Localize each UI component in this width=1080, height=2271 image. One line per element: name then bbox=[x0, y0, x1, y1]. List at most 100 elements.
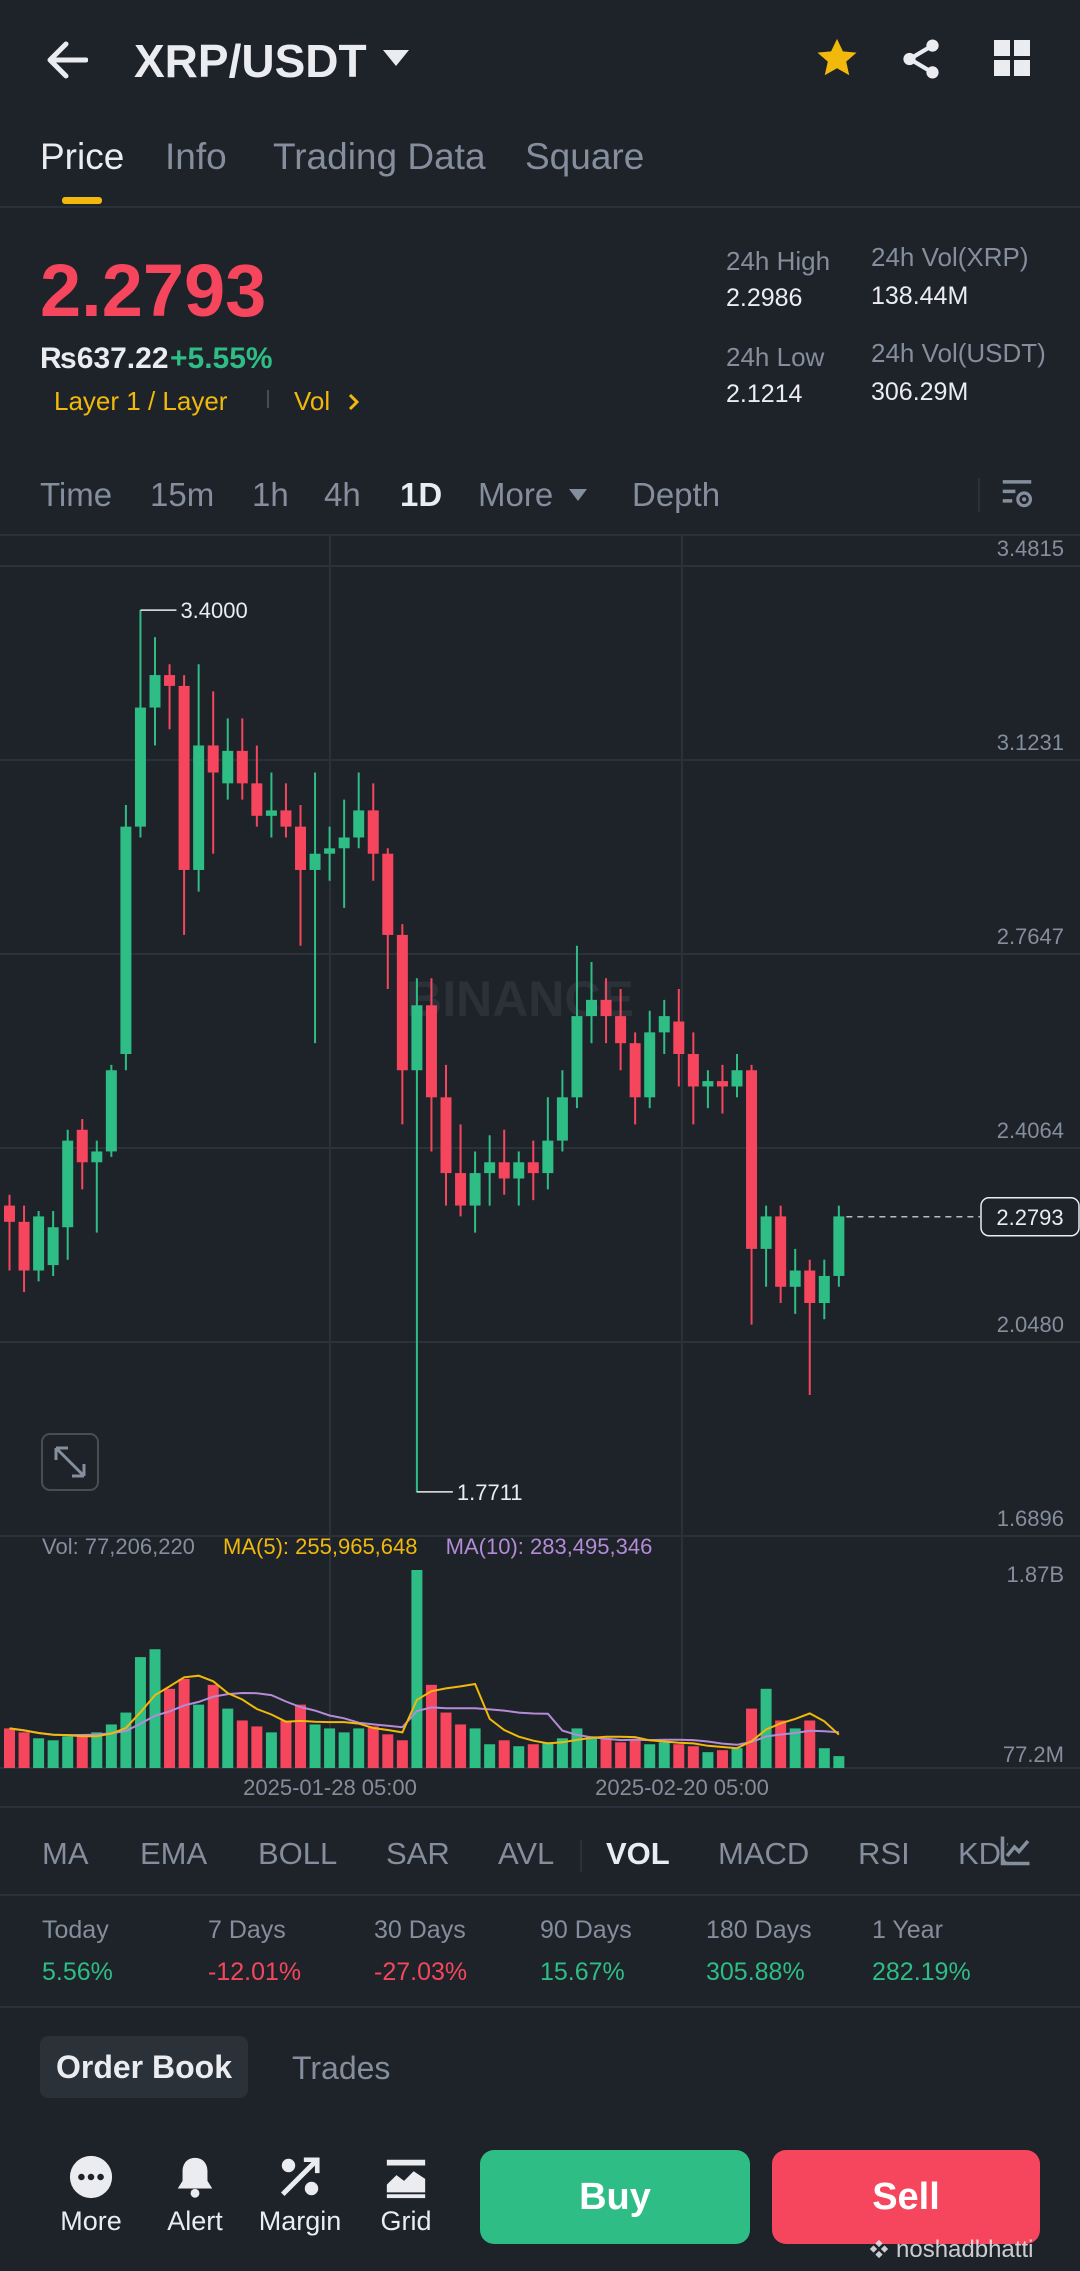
candle-body bbox=[178, 685, 190, 870]
margin-icon[interactable] bbox=[277, 2154, 323, 2200]
pair-title[interactable]: XRP/USDT bbox=[134, 35, 367, 87]
tab-price[interactable]: Price bbox=[40, 136, 125, 177]
candle bbox=[425, 978, 437, 1152]
indicator-avl[interactable]: AVL bbox=[498, 1836, 555, 1871]
candle bbox=[455, 1124, 467, 1217]
share-icon[interactable] bbox=[898, 36, 944, 82]
volume-bottom-tick: 77.2M bbox=[1003, 1742, 1064, 1767]
candle-body bbox=[629, 1043, 641, 1098]
interval-1d[interactable]: 1D bbox=[400, 476, 443, 513]
y-tick-label: 2.0480 bbox=[997, 1312, 1064, 1337]
interval-4h[interactable]: 4h bbox=[324, 476, 361, 513]
candle bbox=[498, 1129, 510, 1195]
ma5-line bbox=[9, 1674, 840, 1750]
tab-trades[interactable]: Trades bbox=[292, 2050, 391, 2086]
ma10-line bbox=[9, 1691, 839, 1746]
candle bbox=[527, 1140, 539, 1201]
indicator-settings-icon[interactable] bbox=[998, 1832, 1034, 1868]
indicator-boll[interactable]: BOLL bbox=[258, 1836, 338, 1871]
tab-order-book[interactable]: Order Book bbox=[40, 2036, 248, 2098]
star-icon[interactable] bbox=[814, 36, 860, 82]
dropdown-caret-icon[interactable] bbox=[381, 48, 411, 68]
margin-label[interactable]: Margin bbox=[258, 2206, 342, 2236]
toolbar-separator bbox=[978, 478, 980, 512]
indicator-rsi[interactable]: RSI bbox=[858, 1836, 910, 1871]
volume-bar bbox=[324, 1728, 336, 1768]
candle-body bbox=[469, 1173, 481, 1206]
indicator-macd[interactable]: MACD bbox=[718, 1836, 810, 1871]
indicator-kdj[interactable]: KDJ bbox=[958, 1836, 1008, 1871]
candle bbox=[716, 1064, 728, 1114]
candle bbox=[615, 989, 627, 1071]
candle bbox=[600, 978, 612, 1044]
candle bbox=[33, 1210, 45, 1282]
alert-label[interactable]: Alert bbox=[167, 2206, 223, 2236]
perf-label-today: Today bbox=[42, 1916, 109, 1944]
grid-label[interactable]: Grid bbox=[380, 2206, 432, 2236]
candle-body bbox=[207, 745, 219, 773]
tab-trading-data[interactable]: Trading Data bbox=[273, 136, 486, 177]
indicator-ma[interactable]: MA bbox=[42, 1836, 89, 1871]
candle bbox=[804, 1259, 816, 1396]
volume-bar bbox=[178, 1678, 190, 1768]
candle-body bbox=[353, 810, 365, 838]
chart-settings-icon[interactable] bbox=[998, 474, 1036, 512]
candle bbox=[338, 799, 350, 908]
volume-bar bbox=[556, 1738, 568, 1768]
candle-body bbox=[236, 750, 248, 784]
tab-info[interactable]: Info bbox=[165, 136, 227, 177]
candle-body bbox=[673, 1021, 685, 1055]
vol-tag[interactable]: Vol bbox=[294, 386, 361, 417]
perf-label-7d: 7 Days bbox=[208, 1916, 286, 1944]
perf-value-1y: 282.19% bbox=[872, 1958, 971, 1986]
category-tag[interactable]: Layer 1 / Layer bbox=[54, 386, 228, 416]
interval-time[interactable]: Time bbox=[40, 476, 113, 513]
interval-1h[interactable]: 1h bbox=[252, 476, 289, 513]
candle-body bbox=[658, 1016, 670, 1033]
bell-icon[interactable] bbox=[172, 2154, 218, 2200]
volume-bar bbox=[702, 1752, 714, 1768]
candle-body bbox=[149, 675, 161, 708]
high-marker-label: 3.4000 bbox=[180, 598, 247, 623]
grid-bot-icon[interactable] bbox=[383, 2154, 429, 2200]
interval-more[interactable]: More bbox=[478, 476, 588, 514]
volume-bar bbox=[746, 1708, 758, 1768]
sell-button[interactable]: Sell bbox=[772, 2150, 1040, 2244]
candle bbox=[324, 826, 336, 881]
candle bbox=[658, 999, 670, 1055]
buy-button[interactable]: Buy bbox=[480, 2150, 750, 2244]
perf-value-90d: 15.67% bbox=[540, 1958, 625, 1986]
volume-bar bbox=[120, 1712, 132, 1768]
candle-body bbox=[556, 1097, 568, 1141]
more-label[interactable]: More bbox=[60, 2206, 122, 2236]
indicator-sar[interactable]: SAR bbox=[386, 1836, 450, 1871]
volume-bar bbox=[236, 1720, 248, 1768]
vol-quote-label: 24h Vol(USDT) bbox=[871, 338, 1046, 368]
volume-bar bbox=[33, 1738, 45, 1768]
perf-value-7d: -12.01% bbox=[208, 1958, 302, 1986]
indicator-ema[interactable]: EMA bbox=[140, 1836, 208, 1871]
expand-chart-button[interactable] bbox=[41, 1433, 99, 1491]
volume-bar bbox=[338, 1732, 350, 1768]
candle bbox=[789, 1248, 801, 1314]
dropdown-caret-icon bbox=[569, 489, 588, 501]
price-chart[interactable]: BINANCE 3.4000 1.7711 2.2793 3.4815 3.1231 2… bbox=[0, 536, 1080, 1800]
candle-body bbox=[382, 853, 394, 935]
indicator-vol[interactable]: VOL bbox=[606, 1836, 670, 1871]
volume-bar bbox=[4, 1728, 15, 1768]
back-arrow-icon[interactable] bbox=[44, 40, 88, 80]
volume-bar bbox=[644, 1744, 656, 1768]
y-tick-label: 2.4064 bbox=[997, 1118, 1064, 1143]
interval-15m[interactable]: 15m bbox=[150, 476, 215, 513]
candle-body bbox=[804, 1270, 816, 1304]
tab-square[interactable]: Square bbox=[525, 136, 645, 177]
vol-quote-value: 306.29M bbox=[871, 378, 969, 406]
interval-depth[interactable]: Depth bbox=[632, 476, 721, 513]
more-icon[interactable] bbox=[68, 2154, 114, 2200]
volume-bar bbox=[600, 1738, 612, 1768]
volume-bar bbox=[658, 1742, 670, 1768]
candle bbox=[47, 1210, 59, 1276]
candle bbox=[673, 989, 685, 1087]
perf-value-180d: 305.88% bbox=[706, 1958, 805, 1986]
grid-icon[interactable] bbox=[992, 38, 1032, 78]
